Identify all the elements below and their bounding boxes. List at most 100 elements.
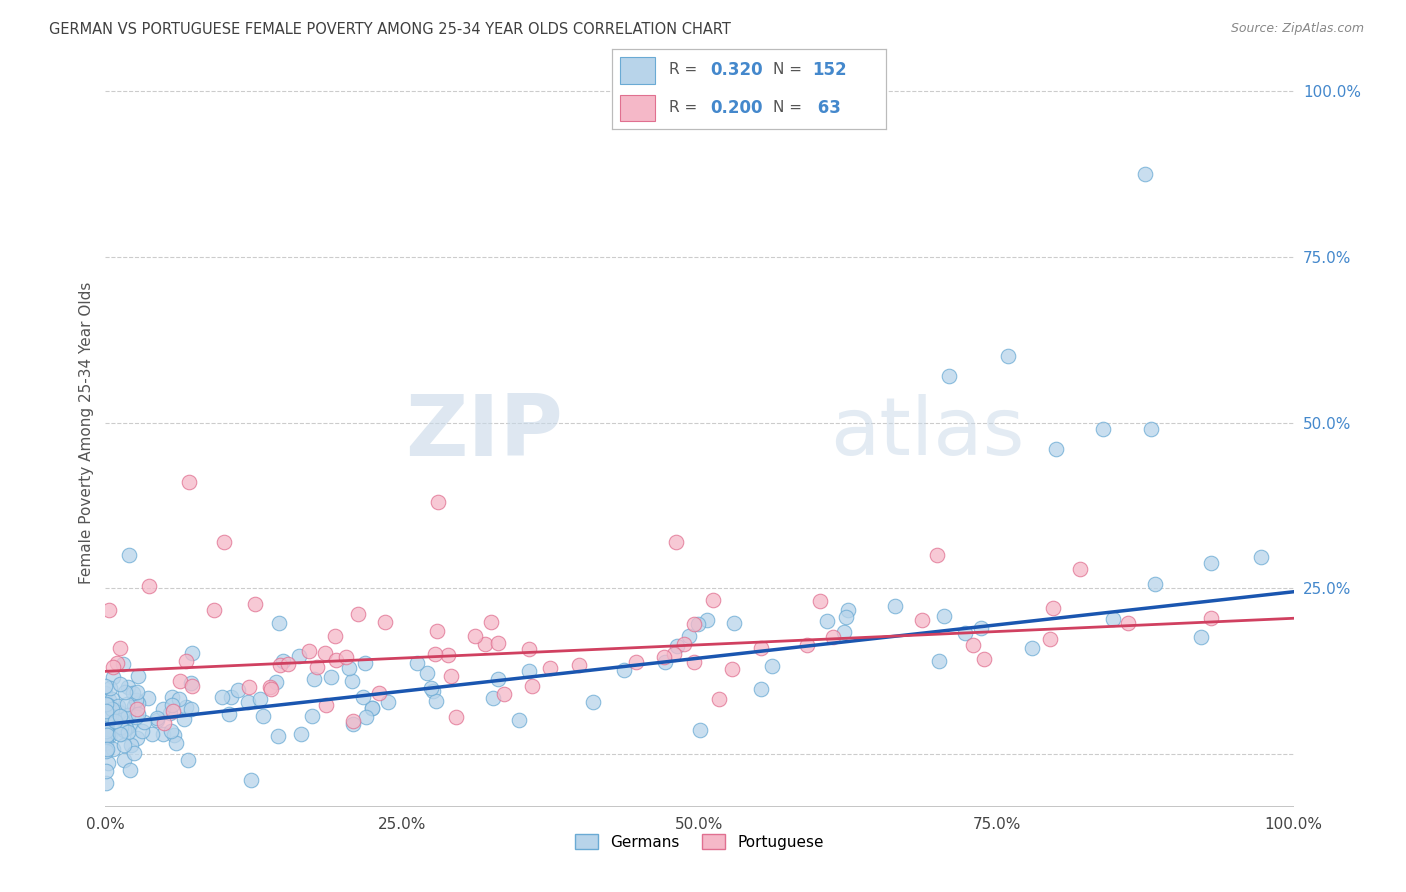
- Point: [517, 641, 540, 656]
- Point: [973, 652, 995, 666]
- Point: [103, 659, 125, 673]
- Point: [122, 746, 145, 760]
- Point: [481, 615, 503, 629]
- Point: [110, 727, 132, 741]
- Point: [98, 708, 121, 723]
- Point: [1021, 640, 1043, 655]
- Point: [997, 350, 1019, 364]
- Point: [354, 709, 377, 723]
- Point: [271, 654, 294, 668]
- Point: [132, 715, 155, 730]
- Point: [107, 706, 129, 720]
- Point: [101, 704, 124, 718]
- Point: [94, 700, 117, 714]
- Point: [162, 704, 184, 718]
- Point: [98, 681, 121, 695]
- Point: [1140, 422, 1163, 436]
- Point: [1199, 611, 1222, 625]
- Point: [486, 636, 509, 650]
- Point: [125, 693, 148, 707]
- Point: [226, 682, 249, 697]
- Point: [267, 729, 290, 743]
- Point: [678, 629, 700, 643]
- Point: [934, 608, 956, 623]
- Point: [94, 744, 117, 758]
- Point: [723, 616, 745, 631]
- Point: [160, 690, 183, 704]
- Point: [211, 690, 233, 704]
- Point: [486, 672, 509, 686]
- Point: [127, 731, 149, 745]
- Point: [1143, 576, 1166, 591]
- Point: [125, 710, 148, 724]
- Point: [114, 738, 136, 752]
- Point: [141, 727, 163, 741]
- Point: [427, 495, 450, 509]
- Point: [124, 698, 146, 713]
- Point: [138, 579, 160, 593]
- Point: [125, 702, 148, 716]
- Point: [94, 776, 117, 790]
- Point: [174, 700, 197, 714]
- Point: [464, 629, 486, 643]
- Point: [177, 475, 200, 490]
- Point: [100, 708, 122, 723]
- Point: [94, 719, 117, 733]
- Point: [832, 625, 855, 640]
- Point: [305, 660, 328, 674]
- Point: [202, 603, 225, 617]
- Point: [108, 677, 131, 691]
- Point: [115, 698, 138, 712]
- Point: [101, 742, 124, 756]
- Point: [354, 657, 377, 671]
- Point: [696, 613, 718, 627]
- Text: 63: 63: [811, 99, 841, 117]
- Point: [145, 713, 167, 727]
- Point: [423, 647, 446, 661]
- Point: [406, 657, 429, 671]
- Point: [114, 721, 136, 735]
- Point: [131, 724, 153, 739]
- Point: [925, 549, 948, 563]
- Point: [94, 731, 117, 745]
- Point: [173, 712, 195, 726]
- Point: [127, 696, 149, 710]
- Point: [538, 661, 561, 675]
- Point: [115, 721, 138, 735]
- Point: [165, 736, 187, 750]
- Text: 0.200: 0.200: [710, 99, 763, 117]
- Point: [159, 706, 181, 721]
- Point: [302, 673, 325, 687]
- Point: [160, 723, 183, 738]
- Point: [761, 659, 783, 673]
- Point: [117, 707, 139, 722]
- Point: [163, 728, 186, 742]
- Point: [97, 756, 120, 771]
- Point: [815, 614, 838, 628]
- Point: [342, 717, 364, 731]
- Point: [337, 661, 360, 675]
- Text: GERMAN VS PORTUGUESE FEMALE POVERTY AMONG 25-34 YEAR OLDS CORRELATION CHART: GERMAN VS PORTUGUESE FEMALE POVERTY AMON…: [49, 22, 731, 37]
- Point: [96, 728, 118, 742]
- Point: [425, 694, 447, 708]
- Point: [720, 661, 742, 675]
- Point: [315, 698, 337, 713]
- Text: 0.320: 0.320: [710, 61, 763, 78]
- Point: [94, 686, 117, 700]
- Point: [672, 637, 695, 651]
- Point: [100, 702, 122, 716]
- Point: [1045, 442, 1067, 457]
- Point: [751, 641, 773, 656]
- Point: [482, 691, 505, 706]
- Point: [96, 710, 118, 724]
- Bar: [620, 57, 655, 84]
- Point: [98, 603, 121, 617]
- Point: [264, 674, 287, 689]
- Point: [1133, 167, 1156, 181]
- Point: [152, 727, 174, 741]
- Point: [94, 740, 117, 755]
- Point: [98, 693, 121, 707]
- Point: [120, 738, 142, 752]
- Point: [301, 709, 323, 723]
- Point: [492, 687, 515, 701]
